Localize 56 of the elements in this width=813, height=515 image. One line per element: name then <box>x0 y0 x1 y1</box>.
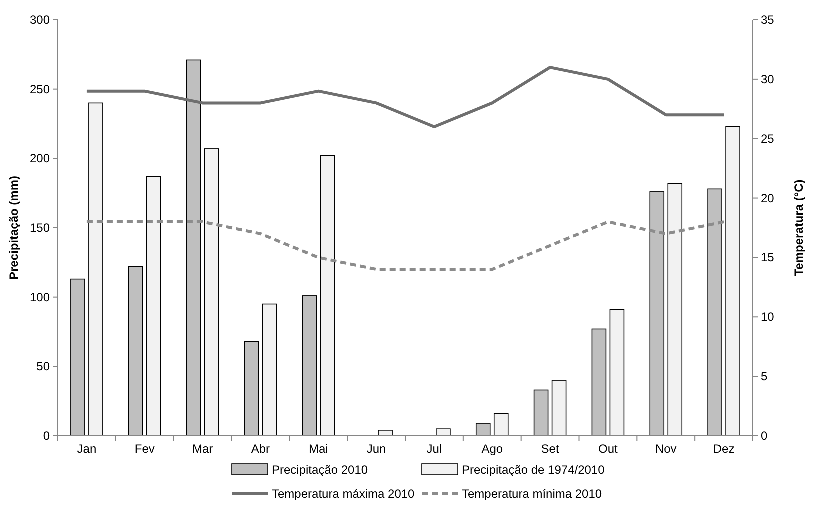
bar <box>668 183 683 436</box>
line-series <box>85 220 726 272</box>
bar <box>436 428 451 436</box>
x-tick-label: Out <box>598 442 619 456</box>
x-tick-label: Mar <box>192 442 214 456</box>
bar <box>552 380 567 436</box>
x-tick-label: Fev <box>134 442 155 456</box>
bar <box>146 176 162 436</box>
bar <box>476 423 491 436</box>
y2-tick-label: 25 <box>761 132 775 146</box>
bar <box>302 296 318 436</box>
y-tick-label: 100 <box>30 290 50 304</box>
x-tick-label: Jun <box>366 442 386 456</box>
x-tick-label: Abr <box>251 442 270 456</box>
y2-tick-label: 0 <box>761 429 768 443</box>
legend-label: Precipitação de 1974/2010 <box>462 463 606 477</box>
y-tick-label: 250 <box>30 82 50 96</box>
x-tick-label: Ago <box>482 442 504 456</box>
bar <box>70 278 86 436</box>
x-tick-label: Jul <box>426 442 442 456</box>
bar <box>204 148 220 436</box>
y-tick-label: 300 <box>30 13 50 27</box>
y2-tick-label: 35 <box>761 13 775 27</box>
bar <box>610 309 625 436</box>
y2-axis-title: Temperatura (°C) <box>792 180 806 276</box>
bar <box>88 102 104 436</box>
y-axis-title: Precipitação (mm) <box>7 176 21 280</box>
bar <box>262 304 278 436</box>
bar <box>244 341 260 436</box>
y-tick-label: 50 <box>36 360 50 374</box>
bar <box>708 188 722 436</box>
y2-tick-label: 5 <box>761 370 768 384</box>
x-tick-label: Jan <box>77 442 97 456</box>
bar <box>186 60 202 436</box>
bar <box>128 266 144 436</box>
y2-tick-label: 20 <box>761 191 775 206</box>
x-tick-label: Set <box>541 442 560 456</box>
bar <box>320 155 336 436</box>
bar <box>534 390 549 436</box>
y2-tick-label: 15 <box>761 250 775 265</box>
y2-tick-label: 10 <box>761 310 775 324</box>
y-tick-label: 200 <box>30 152 50 166</box>
line-series <box>85 66 726 128</box>
legend-label: Temperatura mínima 2010 <box>462 487 602 501</box>
y-tick-label: 0 <box>43 429 50 443</box>
bar <box>592 328 607 436</box>
legend-label: Precipitação 2010 <box>272 463 368 477</box>
legend-label: Temperatura máxima 2010 <box>272 487 416 501</box>
bar <box>650 192 665 436</box>
bar <box>726 126 740 436</box>
y2-tick-label: 30 <box>761 72 775 86</box>
x-tick-label: Dez <box>713 442 735 456</box>
x-tick-label: Nov <box>655 442 677 456</box>
y-tick-label: 150 <box>30 221 50 235</box>
x-tick-label: Mai <box>308 442 328 456</box>
bar <box>494 413 509 436</box>
